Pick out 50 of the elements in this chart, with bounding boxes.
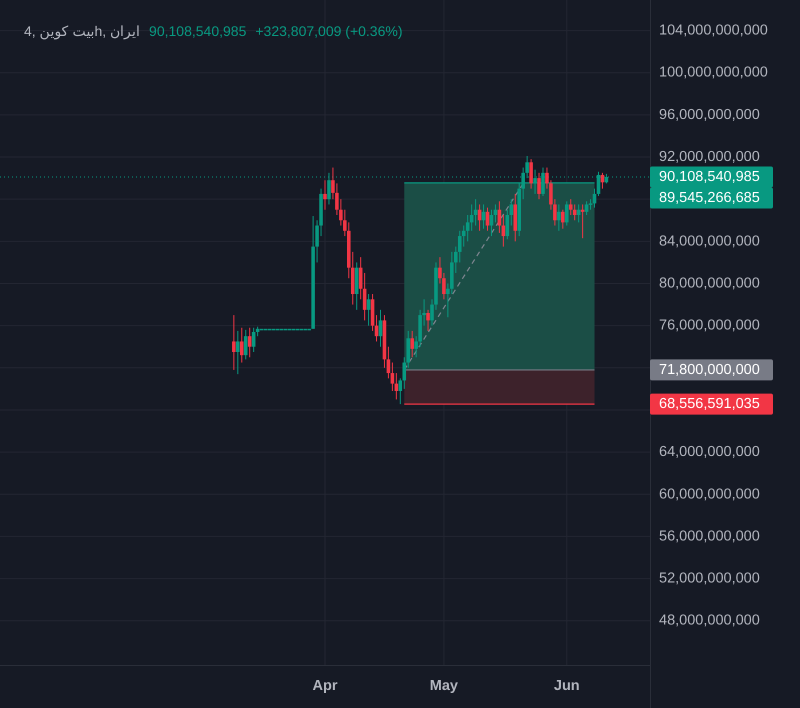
candlestick [248,327,252,358]
candlestick [410,330,414,358]
price-label: 89,545,266,685 [650,187,773,208]
candlestick [236,330,240,375]
candlestick [490,209,494,237]
price-label: 71,800,000,000 [650,359,773,380]
candlestick [244,329,248,360]
candlestick [600,172,604,190]
annotation: 90,108,540,985 [149,23,246,39]
ref-line-label: 90,108,540,985 [659,168,760,185]
candlestick [537,172,541,200]
candlestick [232,314,236,370]
text: 4, بیت کوینh, ایران [24,23,140,39]
candlestick [426,309,430,332]
candlestick [576,204,580,223]
candlestick [564,200,569,226]
candlestick [580,204,584,239]
y-tick-label: 48,000,000,000 [659,612,760,629]
candlestick [482,204,486,230]
price-label: 90,108,540,985 [650,166,773,188]
candlestick [561,209,565,230]
candlestick [378,309,382,348]
y-tick-label: 80,000,000,000 [659,275,760,292]
annotation: +323,807,009 (+0.36%) [255,23,402,39]
candlestick [366,294,370,326]
candlestick [240,327,244,364]
y-tick-label: 52,000,000,000 [659,570,760,587]
y-tick-label: 64,000,000,000 [659,444,760,460]
y-tick-label: 60,000,000,000 [659,486,760,502]
candlestick [486,207,490,232]
candlestick [584,200,588,216]
y-tick-label: 76,000,000,000 [659,318,760,334]
x-tick-label: Jun [554,678,580,694]
y-tick-label: 100,000,000,000 [659,64,768,81]
price-label: 68,556,591,035 [650,394,773,415]
candlestick [323,180,327,210]
candlestick [498,200,502,234]
candlestick [557,204,561,232]
y-tick-label: 84,000,000,000 [659,233,760,250]
x-tick-label: Apr [312,678,338,694]
y-tick-label: 96,000,000,000 [659,106,760,123]
x-tick-label: May [430,678,458,694]
candlestick [478,204,482,232]
y-tick-label: 92,000,000,000 [659,149,760,166]
candlestick [252,327,256,352]
candlestick [529,158,533,190]
candlestick [474,198,478,226]
y-tick-label: 56,000,000,000 [659,528,760,544]
y-tick-label: 104,000,000,000 [659,22,768,39]
candlestick [572,204,576,221]
